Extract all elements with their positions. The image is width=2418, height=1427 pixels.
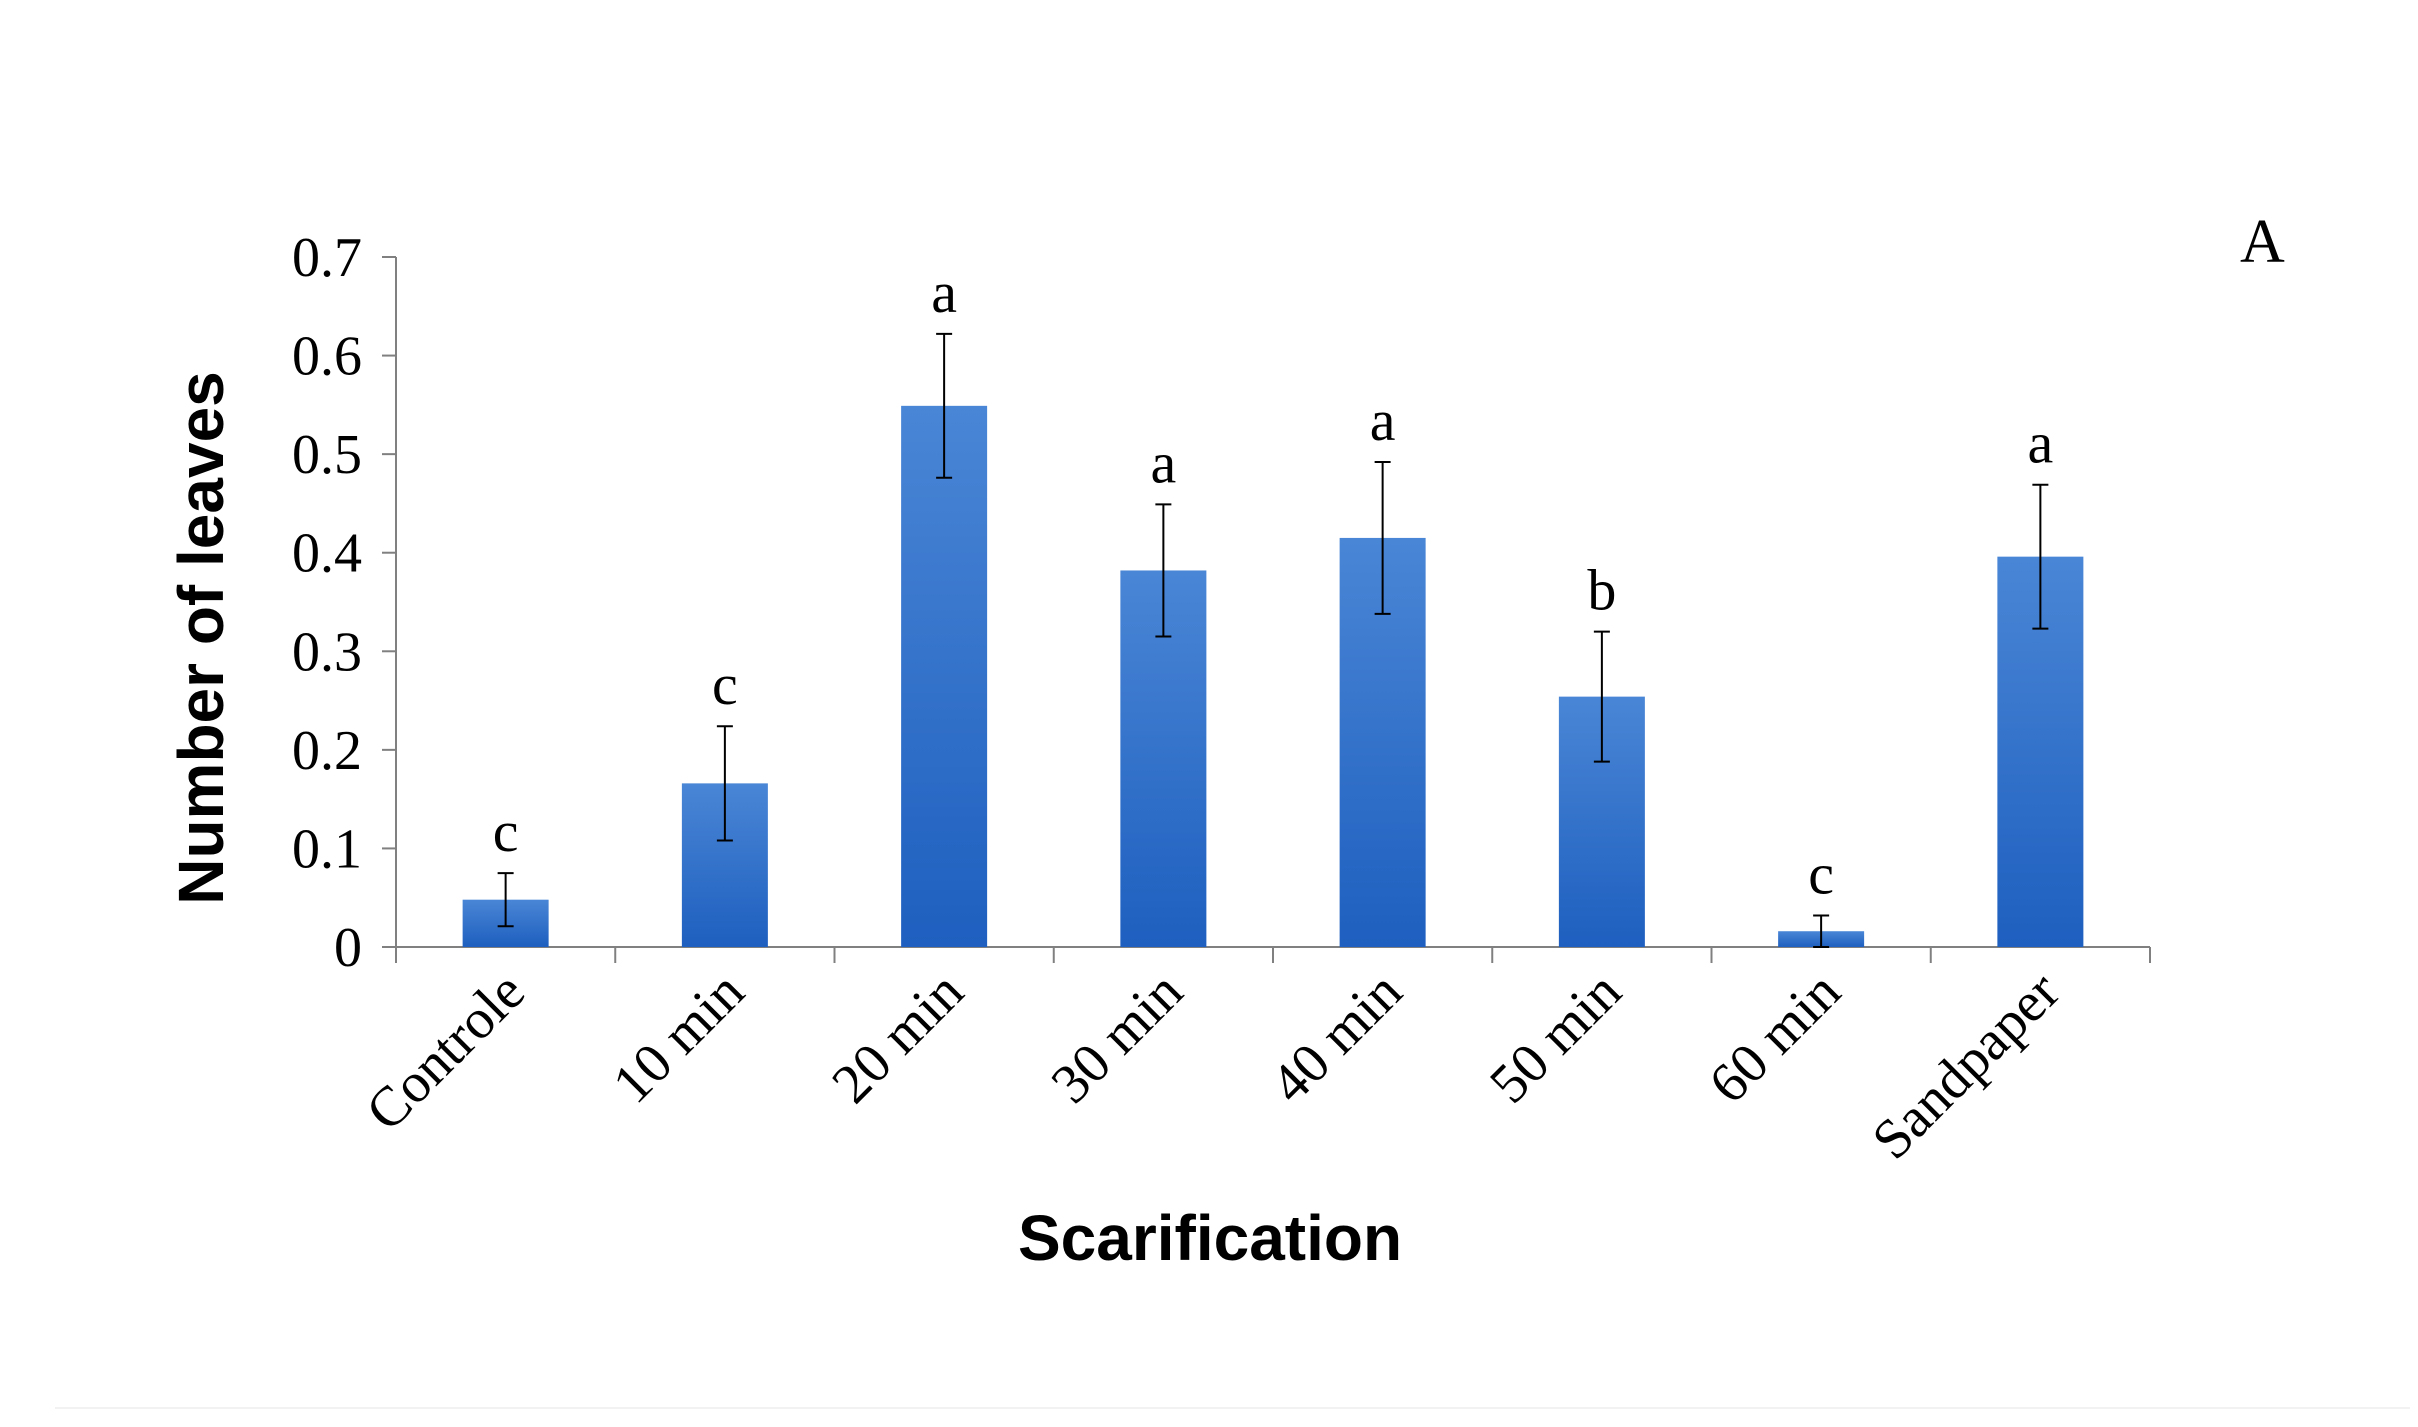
- bar: [901, 405, 988, 947]
- significance-letter: a: [2028, 411, 2054, 476]
- y-tick-label: 0.6: [292, 326, 362, 388]
- significance-letter: a: [931, 260, 957, 325]
- y-tick-label: 0.4: [292, 523, 362, 585]
- y-tick-label: 0.7: [292, 227, 362, 289]
- significance-letter: a: [1370, 388, 1396, 453]
- x-tick-label: 50 min: [1478, 960, 1633, 1115]
- significance-letter: c: [493, 799, 519, 864]
- x-tick-label: 20 min: [820, 960, 975, 1115]
- x-tick-label: 40 min: [1259, 960, 1414, 1115]
- y-tick-label: 0: [334, 917, 362, 979]
- bars: [462, 332, 2084, 948]
- x-tick-label: Controle: [354, 960, 536, 1142]
- axes: [382, 256, 2151, 963]
- x-axis-title: Scarification: [1018, 1202, 1402, 1274]
- y-tick-label: 0.1: [292, 818, 362, 880]
- y-tick-label: 0.3: [292, 621, 362, 683]
- x-tick-label: 10 min: [601, 960, 756, 1115]
- bottom-rule: [55, 1407, 2410, 1409]
- x-tick-label: Sandpaper: [1861, 960, 2072, 1171]
- y-tick-label: 0.5: [292, 424, 362, 486]
- significance-letter: b: [1587, 558, 1616, 623]
- significance-letter: c: [712, 652, 738, 717]
- y-tick-label: 0.2: [292, 720, 362, 782]
- y-axis-title: Number of leaves: [165, 371, 237, 905]
- x-tick-label: 60 min: [1697, 960, 1852, 1115]
- panel-label: A: [2240, 208, 2285, 276]
- significance-letter: a: [1151, 430, 1177, 495]
- significance-letter: c: [1808, 841, 1834, 906]
- x-tick-label: 30 min: [1040, 960, 1195, 1115]
